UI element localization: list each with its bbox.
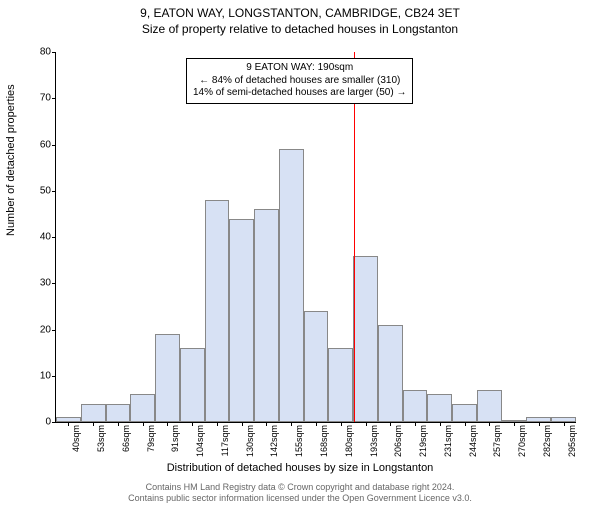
x-tick-mark bbox=[514, 422, 515, 426]
y-tick-label: 0 bbox=[26, 417, 51, 428]
y-tick-label: 20 bbox=[26, 324, 51, 335]
histogram-bar bbox=[427, 394, 452, 422]
histogram-bar bbox=[328, 348, 353, 422]
x-axis-label: Distribution of detached houses by size … bbox=[0, 462, 600, 474]
x-tick-mark bbox=[291, 422, 292, 426]
x-tick-label: 168sqm bbox=[319, 425, 329, 457]
x-tick-label: 231sqm bbox=[443, 425, 453, 457]
x-tick-label: 270sqm bbox=[517, 425, 527, 457]
x-tick-label: 66sqm bbox=[121, 425, 131, 452]
copyright-line-2: Contains public sector information licen… bbox=[0, 493, 600, 504]
histogram-bar bbox=[477, 390, 502, 422]
y-tick-label: 30 bbox=[26, 278, 51, 289]
histogram-bar bbox=[279, 149, 304, 422]
x-tick-label: 104sqm bbox=[195, 425, 205, 457]
y-tick-mark bbox=[52, 376, 56, 377]
x-tick-label: 91sqm bbox=[170, 425, 180, 452]
histogram-bar bbox=[130, 394, 155, 422]
info-box-line: 9 EATON WAY: 190sqm bbox=[193, 62, 406, 75]
histogram-bar bbox=[229, 219, 254, 423]
chart-title-sub: Size of property relative to detached ho… bbox=[0, 22, 600, 36]
x-tick-mark bbox=[266, 422, 267, 426]
histogram-bar bbox=[403, 390, 428, 422]
x-tick-mark bbox=[167, 422, 168, 426]
y-tick-label: 50 bbox=[26, 185, 51, 196]
x-tick-label: 40sqm bbox=[71, 425, 81, 452]
property-info-box: 9 EATON WAY: 190sqm← 84% of detached hou… bbox=[186, 58, 413, 104]
property-marker-line bbox=[354, 52, 355, 422]
x-tick-label: 219sqm bbox=[418, 425, 428, 457]
x-tick-mark bbox=[341, 422, 342, 426]
chart-plot-area: 0102030405060708040sqm53sqm66sqm79sqm91s… bbox=[55, 52, 575, 422]
y-tick-mark bbox=[52, 237, 56, 238]
x-tick-mark bbox=[242, 422, 243, 426]
histogram-bar bbox=[378, 325, 403, 422]
x-tick-mark bbox=[415, 422, 416, 426]
y-tick-mark bbox=[52, 283, 56, 284]
y-tick-label: 70 bbox=[26, 93, 51, 104]
y-tick-mark bbox=[52, 191, 56, 192]
x-tick-mark bbox=[93, 422, 94, 426]
x-tick-mark bbox=[118, 422, 119, 426]
x-tick-label: 180sqm bbox=[344, 425, 354, 457]
x-tick-mark bbox=[68, 422, 69, 426]
histogram-bar bbox=[205, 200, 230, 422]
histogram-bar bbox=[81, 404, 106, 423]
y-tick-label: 10 bbox=[26, 370, 51, 381]
x-tick-mark bbox=[143, 422, 144, 426]
x-tick-label: 130sqm bbox=[245, 425, 255, 457]
x-tick-mark bbox=[390, 422, 391, 426]
copyright-line-1: Contains HM Land Registry data © Crown c… bbox=[0, 482, 600, 493]
y-tick-label: 60 bbox=[26, 139, 51, 150]
histogram-bar bbox=[254, 209, 279, 422]
histogram-bar bbox=[155, 334, 180, 422]
x-tick-label: 257sqm bbox=[492, 425, 502, 457]
histogram-bar bbox=[180, 348, 205, 422]
x-tick-label: 79sqm bbox=[146, 425, 156, 452]
y-axis-label: Number of detached properties bbox=[5, 84, 17, 236]
y-tick-label: 40 bbox=[26, 232, 51, 243]
info-box-line: ← 84% of detached houses are smaller (31… bbox=[193, 75, 406, 88]
y-tick-mark bbox=[52, 145, 56, 146]
x-tick-label: 117sqm bbox=[220, 425, 230, 456]
histogram-bar bbox=[452, 404, 477, 423]
x-tick-label: 193sqm bbox=[369, 425, 379, 457]
x-tick-label: 282sqm bbox=[542, 425, 552, 457]
x-tick-mark bbox=[366, 422, 367, 426]
x-tick-mark bbox=[217, 422, 218, 426]
x-tick-mark bbox=[489, 422, 490, 426]
y-tick-mark bbox=[52, 98, 56, 99]
x-tick-mark bbox=[192, 422, 193, 426]
histogram-bar bbox=[304, 311, 329, 422]
x-tick-label: 155sqm bbox=[294, 425, 304, 457]
x-tick-mark bbox=[316, 422, 317, 426]
copyright-footer: Contains HM Land Registry data © Crown c… bbox=[0, 482, 600, 504]
y-tick-label: 80 bbox=[26, 47, 51, 58]
x-tick-mark bbox=[564, 422, 565, 426]
x-tick-label: 53sqm bbox=[96, 425, 106, 452]
y-tick-mark bbox=[52, 422, 56, 423]
y-tick-mark bbox=[52, 330, 56, 331]
x-tick-label: 206sqm bbox=[393, 425, 403, 457]
histogram-bar bbox=[106, 404, 131, 423]
y-tick-mark bbox=[52, 52, 56, 53]
x-tick-label: 295sqm bbox=[567, 425, 577, 457]
x-tick-label: 244sqm bbox=[468, 425, 478, 457]
histogram-bar bbox=[353, 256, 378, 423]
x-tick-mark bbox=[539, 422, 540, 426]
x-tick-label: 142sqm bbox=[269, 425, 279, 457]
info-box-line: 14% of semi-detached houses are larger (… bbox=[193, 87, 406, 100]
chart-title-main: 9, EATON WAY, LONGSTANTON, CAMBRIDGE, CB… bbox=[0, 6, 600, 20]
x-tick-mark bbox=[440, 422, 441, 426]
x-tick-mark bbox=[465, 422, 466, 426]
